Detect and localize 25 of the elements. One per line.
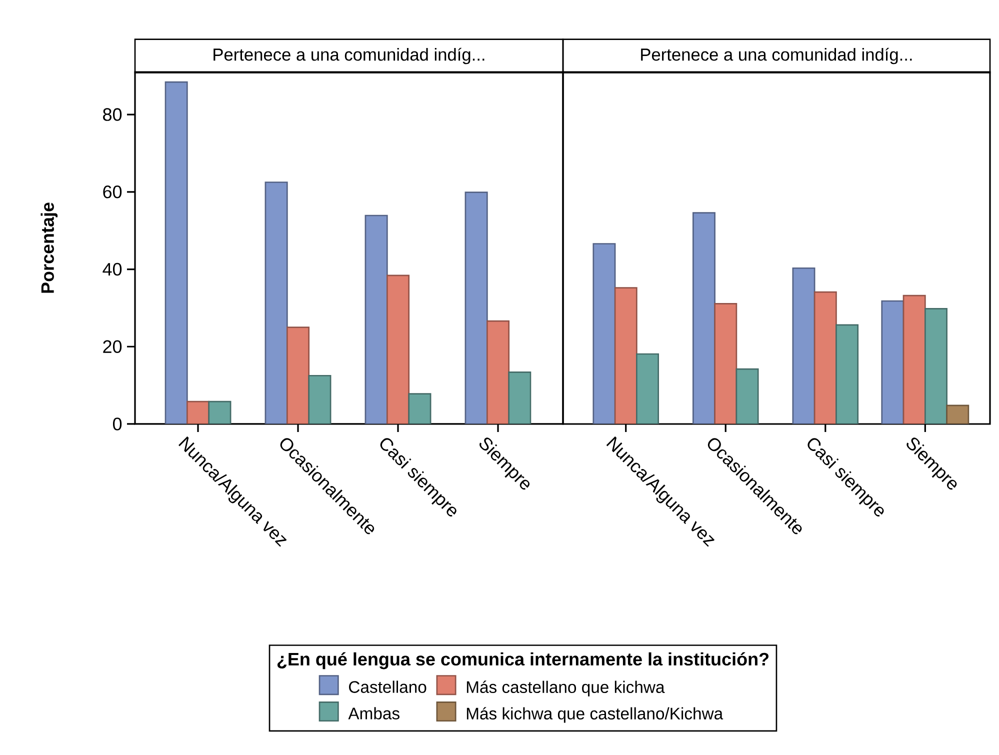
bar: [308, 374, 332, 424]
y-tick-label: 20: [103, 340, 122, 353]
legend-label: Más kichwa que castellano/Kichwa: [466, 707, 724, 723]
y-tick-label: 40: [102, 262, 122, 276]
y-tick-label: 60: [103, 186, 122, 198]
chart-title: Pertenece a una comunidad indíg...: [214, 48, 484, 64]
legend-label: Más castellano que kichwa: [466, 680, 665, 696]
bar: [464, 192, 488, 424]
legend-label: Castellano: [349, 680, 426, 693]
bar: [164, 81, 188, 424]
bar: [386, 274, 410, 424]
y-tick-label: 0: [112, 418, 122, 430]
chart-title: Pertenece a una comunidad indíg...: [641, 48, 912, 64]
y-tick-label: 80: [103, 108, 122, 121]
bar: [186, 400, 210, 424]
bar: [364, 214, 388, 424]
bar: [264, 182, 288, 424]
bar: [408, 393, 432, 424]
bar: [508, 371, 532, 424]
bar: [286, 326, 310, 424]
legend-title: ¿En qué lengua se comunica internamente la institución?: [277, 652, 768, 670]
bar: [486, 320, 510, 424]
legend-label: Ambas: [348, 707, 400, 720]
bar: [208, 400, 232, 424]
y-axis-title: Porcentaje: [40, 202, 58, 293]
